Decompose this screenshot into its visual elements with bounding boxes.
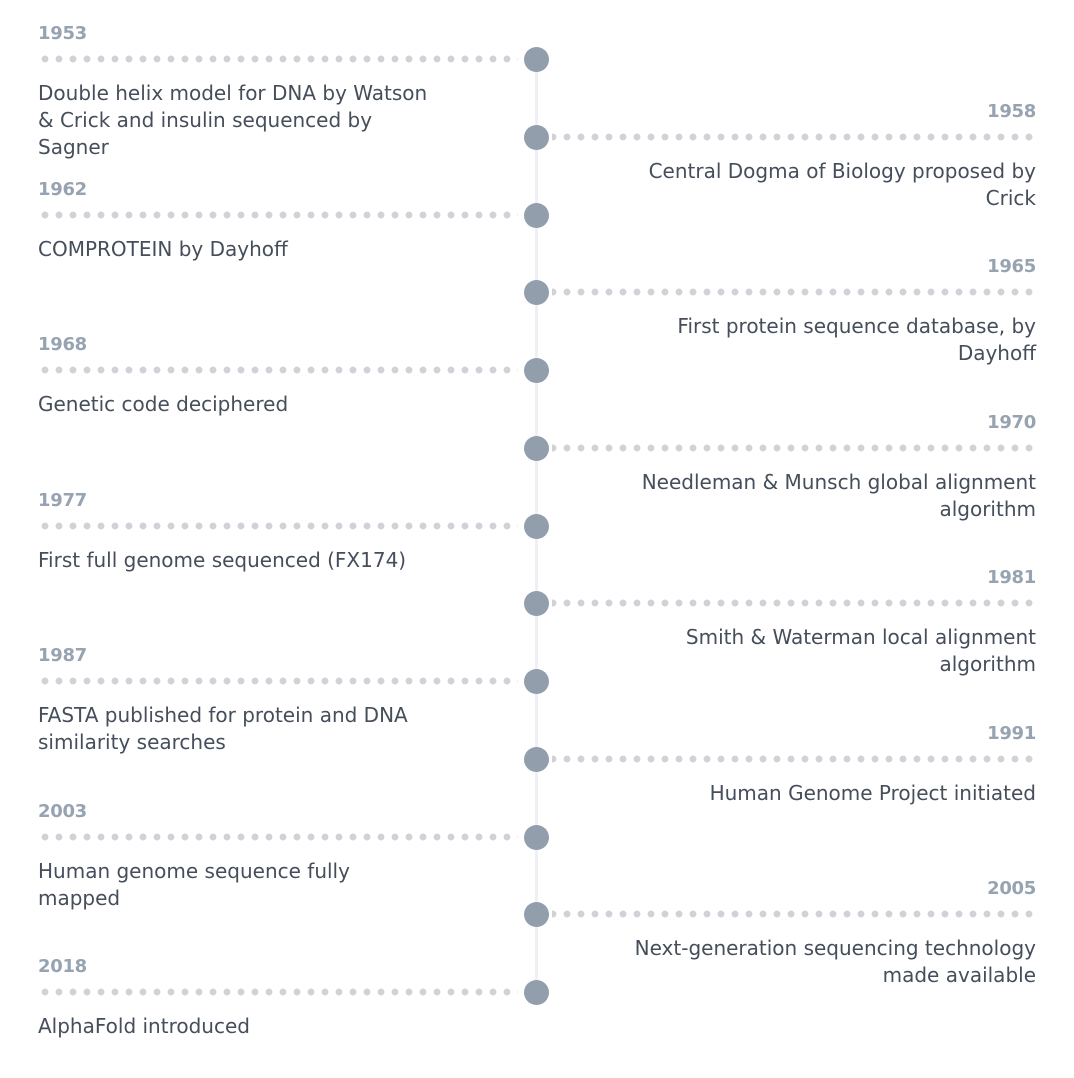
- dotted-connector: [552, 288, 1036, 296]
- timeline-node: [524, 514, 549, 539]
- dotted-connector: [38, 55, 518, 63]
- dotted-connector: [38, 833, 518, 841]
- event-description: FASTA published for protein and DNA simi…: [38, 703, 408, 754]
- timeline-node: [524, 591, 549, 616]
- event-description: Next-generation sequencing technology ma…: [634, 936, 1036, 987]
- event-year: 1987: [38, 645, 87, 666]
- event-description: Human genome sequence fully mapped: [38, 859, 350, 910]
- event-year: 1968: [38, 334, 87, 355]
- event-year: 1970: [987, 412, 1036, 433]
- event-description: Human Genome Project initiated: [709, 781, 1036, 805]
- dotted-connector: [38, 988, 518, 996]
- event-year: 1962: [38, 179, 87, 200]
- timeline-node: [524, 747, 549, 772]
- timeline-node: [524, 436, 549, 461]
- event-year: 2018: [38, 956, 87, 977]
- event-year: 1981: [987, 567, 1036, 588]
- timeline-node: [524, 280, 549, 305]
- timeline-node: [524, 825, 549, 850]
- timeline-node: [524, 358, 549, 383]
- event-year: 1965: [987, 256, 1036, 277]
- event-description: Needleman & Munsch global alignment algo…: [641, 470, 1036, 521]
- event-year: 1953: [38, 23, 87, 44]
- dotted-connector: [38, 522, 518, 530]
- timeline-node: [524, 980, 549, 1005]
- dotted-connector: [38, 211, 518, 219]
- event-description: Central Dogma of Biology proposed by Cri…: [648, 159, 1036, 210]
- timeline-node: [524, 669, 549, 694]
- event-description: Double helix model for DNA by Watson & C…: [38, 81, 428, 159]
- timeline-node: [524, 203, 549, 228]
- event-description: AlphaFold introduced: [38, 1014, 250, 1038]
- dotted-connector: [38, 677, 518, 685]
- dotted-connector: [552, 133, 1036, 141]
- event-year: 1991: [987, 723, 1036, 744]
- dotted-connector: [552, 910, 1036, 918]
- dotted-connector: [38, 366, 518, 374]
- event-year: 2003: [38, 801, 87, 822]
- dotted-connector: [552, 755, 1036, 763]
- event-description: Smith & Waterman local alignment algorit…: [685, 625, 1036, 676]
- event-year: 2005: [987, 878, 1036, 899]
- event-description: COMPROTEIN by Dayhoff: [38, 237, 288, 261]
- event-description: First full genome sequenced (FX174): [38, 548, 407, 572]
- dotted-connector: [552, 444, 1036, 452]
- event-description: Genetic code deciphered: [38, 392, 289, 416]
- event-year: 1958: [987, 101, 1036, 122]
- timeline-node: [524, 47, 549, 72]
- event-year: 1977: [38, 490, 87, 511]
- timeline-node: [524, 902, 549, 927]
- event-description: First protein sequence database, by Dayh…: [677, 314, 1036, 365]
- dotted-connector: [552, 599, 1036, 607]
- timeline-node: [524, 125, 549, 150]
